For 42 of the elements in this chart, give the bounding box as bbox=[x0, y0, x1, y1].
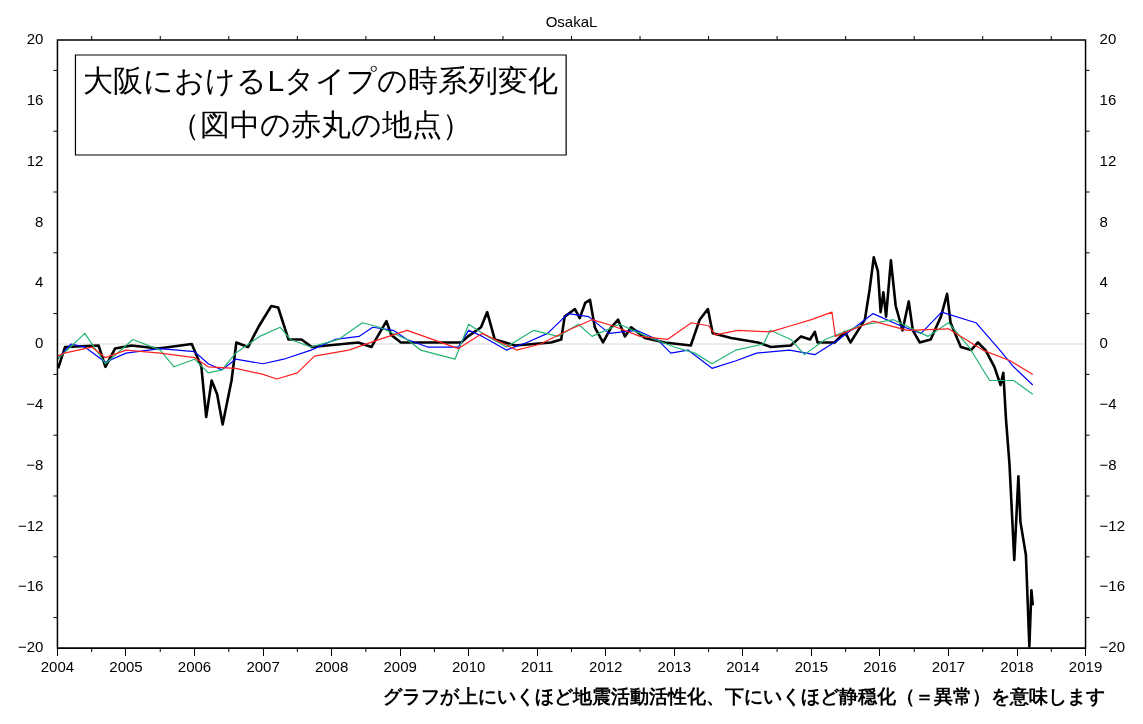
y-tick-label: 12 bbox=[26, 151, 44, 169]
x-tick-label: 2013 bbox=[657, 658, 691, 676]
x-tick-label: 2016 bbox=[863, 658, 897, 676]
x-tick-label: 2009 bbox=[383, 658, 417, 676]
y2-tick-label: 12 bbox=[1099, 151, 1117, 169]
y2-tick-label: 16 bbox=[1099, 90, 1117, 108]
y2-tick-label: 8 bbox=[1099, 212, 1108, 230]
x-tick-label: 2014 bbox=[726, 658, 760, 676]
y-tick-label: −8 bbox=[26, 455, 44, 473]
x-tick-label: 2004 bbox=[40, 658, 75, 676]
y2-tick-label: −8 bbox=[1099, 455, 1117, 473]
x-tick-label: 2018 bbox=[1000, 658, 1034, 676]
y-tick-label: −20 bbox=[17, 638, 44, 656]
y2-tick-label: −20 bbox=[1099, 638, 1126, 656]
y-tick-label: 4 bbox=[35, 273, 44, 291]
y2-tick-label: 0 bbox=[1099, 334, 1108, 352]
y-tick-label: 16 bbox=[26, 90, 44, 108]
y2-tick-label: −4 bbox=[1099, 394, 1117, 412]
y-tick-label: 0 bbox=[35, 334, 44, 352]
x-tick-label: 2017 bbox=[931, 658, 966, 676]
x-tick-label: 2011 bbox=[521, 658, 554, 676]
y2-tick-label: −12 bbox=[1099, 516, 1126, 534]
y-tick-label: −16 bbox=[17, 577, 44, 595]
text: グラフが上にいくほど地震活動活性化、下にいくほど静穏化（＝異常）を意味します bbox=[382, 685, 1106, 709]
chart-title: OsakaL bbox=[545, 13, 598, 31]
x-tick-label: 2010 bbox=[452, 658, 486, 676]
x-tick-label: 2015 bbox=[794, 658, 829, 676]
x-tick-label: 2012 bbox=[589, 658, 623, 676]
y2-tick-label: 4 bbox=[1099, 273, 1108, 291]
x-tick-label: 2005 bbox=[109, 658, 143, 676]
y-tick-label: −12 bbox=[17, 516, 44, 534]
y2-tick-label: −16 bbox=[1099, 577, 1126, 595]
annotation: （図中の赤丸の地点） bbox=[169, 108, 472, 142]
y-tick-label: 8 bbox=[35, 212, 44, 230]
y2-tick-label: 20 bbox=[1099, 30, 1117, 48]
x-tick-label: 2007 bbox=[246, 658, 280, 676]
x-tick-label: 2019 bbox=[1068, 658, 1103, 676]
y-tick-label: 20 bbox=[26, 30, 44, 48]
x-tick-label: 2008 bbox=[314, 658, 349, 676]
x-tick-label: 2006 bbox=[177, 658, 212, 676]
y-tick-label: −4 bbox=[26, 394, 44, 412]
annotation: 大阪におけるLタイプの時系列変化 bbox=[83, 64, 559, 98]
